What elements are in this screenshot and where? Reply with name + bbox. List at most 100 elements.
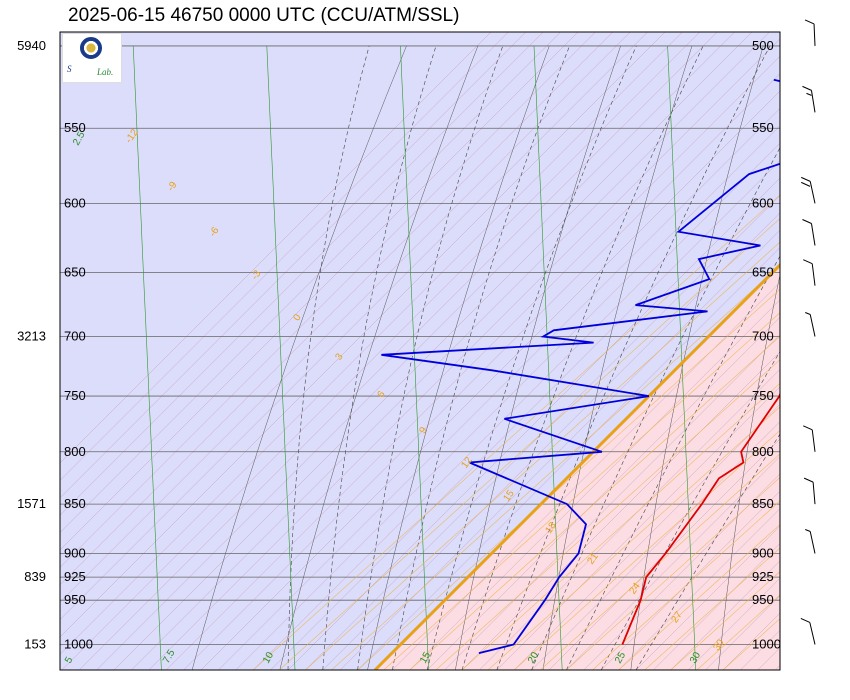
mixing-ratio-line [513, 429, 780, 670]
barb-staff [810, 223, 816, 246]
green-guide-line [266, 45, 296, 670]
isotherm-line [566, 456, 780, 670]
pressure-label-right: 600 [752, 195, 774, 210]
isotherm-line [60, 32, 561, 533]
dry-adiabat-line [279, 45, 479, 670]
height-label: 1571 [17, 496, 46, 511]
barb-flag [802, 219, 812, 224]
temperature-trace [621, 392, 780, 645]
wind-barb [805, 312, 816, 337]
dry-adiabat-label: 20 [526, 650, 541, 666]
pressure-label-right: 950 [752, 592, 774, 607]
isotherm-line [548, 438, 780, 670]
dry-adiabat-label: 5 [63, 655, 76, 666]
mixing-ratio-line [618, 524, 780, 670]
isotherm-line [60, 32, 613, 586]
isotherm-line [61, 32, 700, 670]
dry-adiabat-line [367, 45, 550, 670]
isotherm-line [60, 32, 544, 516]
moist-adiabat-line [426, 45, 637, 670]
barb-staff [809, 314, 816, 337]
isotherm-line [235, 125, 780, 670]
mixing-ratio-line [252, 194, 780, 670]
wind-barb [802, 219, 816, 246]
barb-flag [803, 259, 813, 265]
pressure-label-right: 650 [752, 264, 774, 279]
moist-adiabat-line [496, 45, 771, 670]
pressure-label-left: 925 [64, 569, 86, 584]
pressure-label-left: 650 [64, 264, 86, 279]
green-guide-line [801, 46, 829, 670]
moist-adiabat-line [357, 45, 504, 670]
wind-barb [802, 85, 816, 113]
lab-logo: S Lab. [62, 33, 122, 83]
green-guide-line [400, 45, 429, 670]
isotherm-line [60, 32, 526, 499]
pressure-label-right: 700 [752, 328, 774, 343]
barb-staff [809, 622, 816, 645]
wind-barb [801, 176, 816, 204]
moist-adiabat-line [531, 147, 780, 670]
dry-adiabat-line [455, 45, 621, 670]
isotherm-line [775, 664, 780, 670]
dry-adiabat-label: 25 [613, 650, 628, 666]
logo-text-lab: Lab. [97, 67, 114, 77]
mixing-ratio-line [279, 218, 780, 670]
pressure-label-right: 750 [752, 388, 774, 403]
mixing-ratio-line [487, 406, 780, 670]
mixing-ratio-line [409, 335, 780, 670]
barb-staff [810, 90, 816, 113]
isotherm-line [60, 32, 648, 620]
plot-background [60, 32, 780, 670]
isotherm-line [270, 160, 780, 670]
pressure-label-left: 700 [64, 328, 86, 343]
isotherm-line [60, 32, 631, 603]
barb-staff [812, 482, 816, 505]
wind-barb [804, 19, 816, 46]
pressure-label-left: 850 [64, 496, 86, 511]
dry-adiabat-label: 30 [688, 650, 703, 666]
height-label: 5940 [17, 38, 46, 53]
height-label: 839 [24, 569, 46, 584]
wind-barb [803, 425, 816, 452]
barb-staff [809, 181, 816, 204]
axis-labels: 5005005505506006006506507007007507508008… [17, 38, 781, 666]
dry-adiabat-line [191, 45, 407, 670]
wind-barb [803, 259, 816, 286]
barb-staff [811, 429, 816, 452]
sounding-traces [381, 78, 780, 654]
mixing-ratio-line [383, 312, 780, 670]
isotherm-line [635, 525, 780, 670]
barb-flag [803, 477, 814, 483]
mixing-ratio-line [305, 241, 780, 670]
moist-adiabat-line [287, 45, 370, 670]
isotherm-line [60, 32, 596, 568]
wind-barb [803, 477, 816, 505]
barb-flag [801, 176, 811, 182]
pressure-label-right: 550 [752, 120, 774, 135]
barb-flag [802, 85, 812, 91]
isotherm-line [810, 32, 850, 670]
moist-adiabat-line [461, 45, 704, 670]
isotherm-line [409, 299, 780, 670]
isotherm-line [601, 490, 780, 670]
mixing-ratio-line [592, 500, 780, 670]
pressure-label-left: 900 [64, 545, 86, 560]
height-label: 153 [24, 636, 46, 651]
isotherm-line [60, 32, 509, 481]
dry-adiabat-label: 10 [261, 650, 276, 666]
pressure-label-left: 750 [64, 388, 86, 403]
barb-flag [803, 425, 813, 431]
isotherm-line [60, 32, 492, 464]
mixing-ratio-line [357, 288, 780, 670]
isotherm-line [322, 212, 780, 670]
pressure-label-left: 800 [64, 444, 86, 459]
barb-half-flag [805, 529, 811, 532]
isotherm-line [253, 142, 780, 670]
isotherm-line [60, 32, 666, 638]
wind-barb [800, 618, 816, 645]
barb-staff [809, 531, 816, 554]
mixing-ratio-line [644, 547, 780, 670]
isotherm-line [670, 560, 780, 670]
